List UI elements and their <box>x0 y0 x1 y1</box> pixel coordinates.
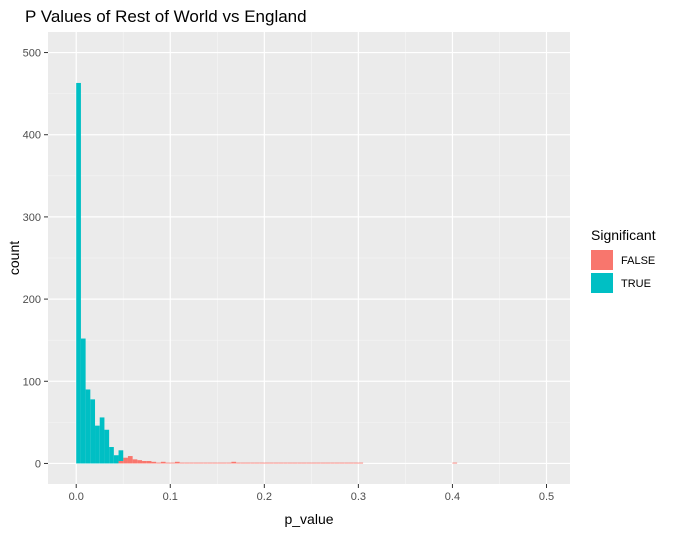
bar-false <box>207 462 213 464</box>
bar-false <box>358 462 364 464</box>
bar-false <box>344 462 349 464</box>
bar-false <box>320 462 326 464</box>
bar-false <box>259 462 265 464</box>
bar-false <box>306 462 312 464</box>
x-tick-label: 0.0 <box>69 491 84 503</box>
bar-true <box>95 425 100 464</box>
legend-swatch-false <box>591 250 613 270</box>
bar-true <box>113 455 119 464</box>
bar-false <box>301 462 307 464</box>
bar-false <box>151 461 157 464</box>
bar-false <box>311 462 317 464</box>
bar-false <box>179 462 185 464</box>
bar-false <box>118 460 124 464</box>
bar-false <box>212 462 218 464</box>
x-tick-label: 0.3 <box>351 491 366 503</box>
legend: Significant FALSE TRUE <box>591 227 656 293</box>
legend-swatch-true <box>591 273 613 293</box>
bar-false <box>269 462 274 464</box>
y-axis-title: count <box>6 241 22 275</box>
x-axis-title: p_value <box>284 511 333 527</box>
bar-false <box>353 462 359 464</box>
y-tick-label: 0 <box>35 458 41 470</box>
bar-true <box>104 429 110 464</box>
bar-false <box>273 462 279 464</box>
bar-false <box>231 461 237 464</box>
bar-false <box>254 462 260 464</box>
bar-false <box>339 462 345 464</box>
bar-true <box>85 389 91 464</box>
bar-false <box>137 460 143 464</box>
bar-false <box>292 462 298 464</box>
bar-true <box>118 450 124 461</box>
legend-label-false: FALSE <box>621 255 655 267</box>
bar-false <box>127 456 133 464</box>
bar-false <box>123 457 128 464</box>
bar-false <box>330 462 335 464</box>
bar-false <box>348 462 354 464</box>
bar-true <box>109 447 114 464</box>
x-tick-label: 0.5 <box>539 491 554 503</box>
bar-false <box>193 462 199 464</box>
axes: 0.0 0.1 0.2 0.3 0.4 0.5 0 100 200 300 400 500 <box>23 48 554 503</box>
legend-items: FALSE TRUE <box>591 250 655 293</box>
bar-true <box>90 399 96 464</box>
bar-false <box>189 462 194 464</box>
x-tick-label: 0.1 <box>163 491 178 503</box>
bar-false <box>203 462 208 464</box>
bar-false <box>184 462 190 464</box>
bar-false <box>325 462 331 464</box>
y-tick-label: 100 <box>23 376 41 388</box>
x-tick-label: 0.4 <box>445 491 460 503</box>
bar-false <box>226 462 232 464</box>
bar-false <box>240 462 246 464</box>
histogram-bars <box>76 82 458 464</box>
bar-false <box>156 462 161 464</box>
bar-false <box>287 462 293 464</box>
bar-false <box>316 462 321 464</box>
y-tick-label: 300 <box>23 212 41 224</box>
bar-false <box>170 462 175 464</box>
bar-false <box>217 462 222 464</box>
bar-false <box>146 460 152 464</box>
bar-false <box>174 461 180 464</box>
legend-title: Significant <box>591 227 656 243</box>
bar-false <box>198 462 204 464</box>
bar-false <box>452 462 458 464</box>
chart-title: P Values of Rest of World vs England <box>25 7 307 26</box>
bar-false <box>160 461 166 464</box>
bar-true <box>80 338 86 464</box>
y-tick-label: 400 <box>23 130 41 142</box>
bar-false <box>283 462 288 464</box>
bar-false <box>250 462 255 464</box>
bar-true <box>76 82 81 464</box>
bar-false <box>142 460 147 464</box>
legend-label-true: TRUE <box>621 278 651 290</box>
bar-false <box>334 462 340 464</box>
bar-false <box>236 462 241 464</box>
bar-false <box>245 462 251 464</box>
y-tick-label: 200 <box>23 294 41 306</box>
bar-false <box>278 462 284 464</box>
x-tick-label: 0.2 <box>257 491 272 503</box>
bar-true <box>99 417 105 464</box>
bar-false <box>222 462 227 464</box>
bar-false <box>132 459 138 464</box>
bar-false <box>297 462 302 464</box>
bar-false <box>264 462 270 464</box>
bar-false <box>165 462 171 464</box>
y-tick-label: 500 <box>23 48 41 60</box>
